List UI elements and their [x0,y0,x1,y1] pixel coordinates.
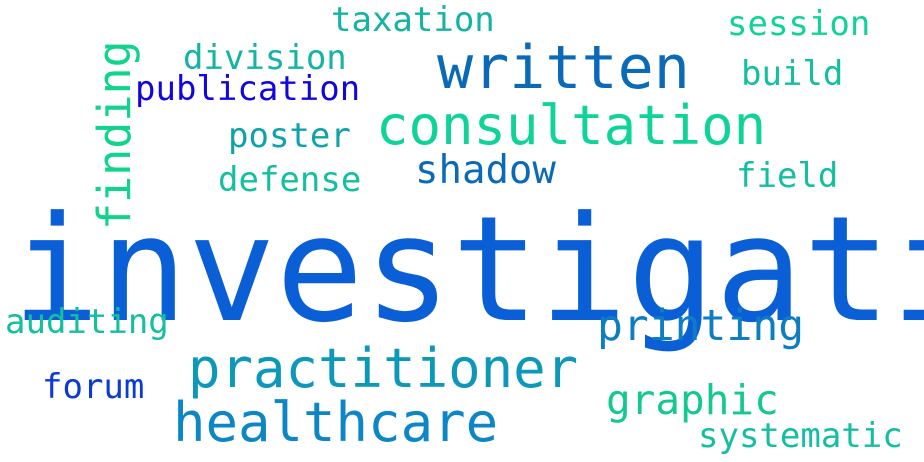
word-investigation: investigation [12,185,924,355]
word-written: written [437,33,690,103]
word-field: field [736,156,839,196]
word-build: build [741,54,844,94]
word-systematic: systematic [698,416,903,456]
word-shadow: shadow [415,148,556,193]
word-practitioner: practitioner [188,337,579,400]
word-finding: finding [88,40,141,230]
word-publication: publication [135,69,361,109]
word-session: session [727,4,871,44]
word-forum: forum [42,367,145,407]
word-defense: defense [218,160,362,200]
word-division: division [183,38,347,78]
word-graphic: graphic [606,376,779,424]
word-healthcare: healthcare [173,391,499,454]
word-auditing: auditing [5,302,169,342]
word-poster: poster [228,116,351,156]
word-printing: printing [597,301,805,351]
word-consultation: consultation [376,94,767,157]
word-taxation: taxation [331,0,495,40]
